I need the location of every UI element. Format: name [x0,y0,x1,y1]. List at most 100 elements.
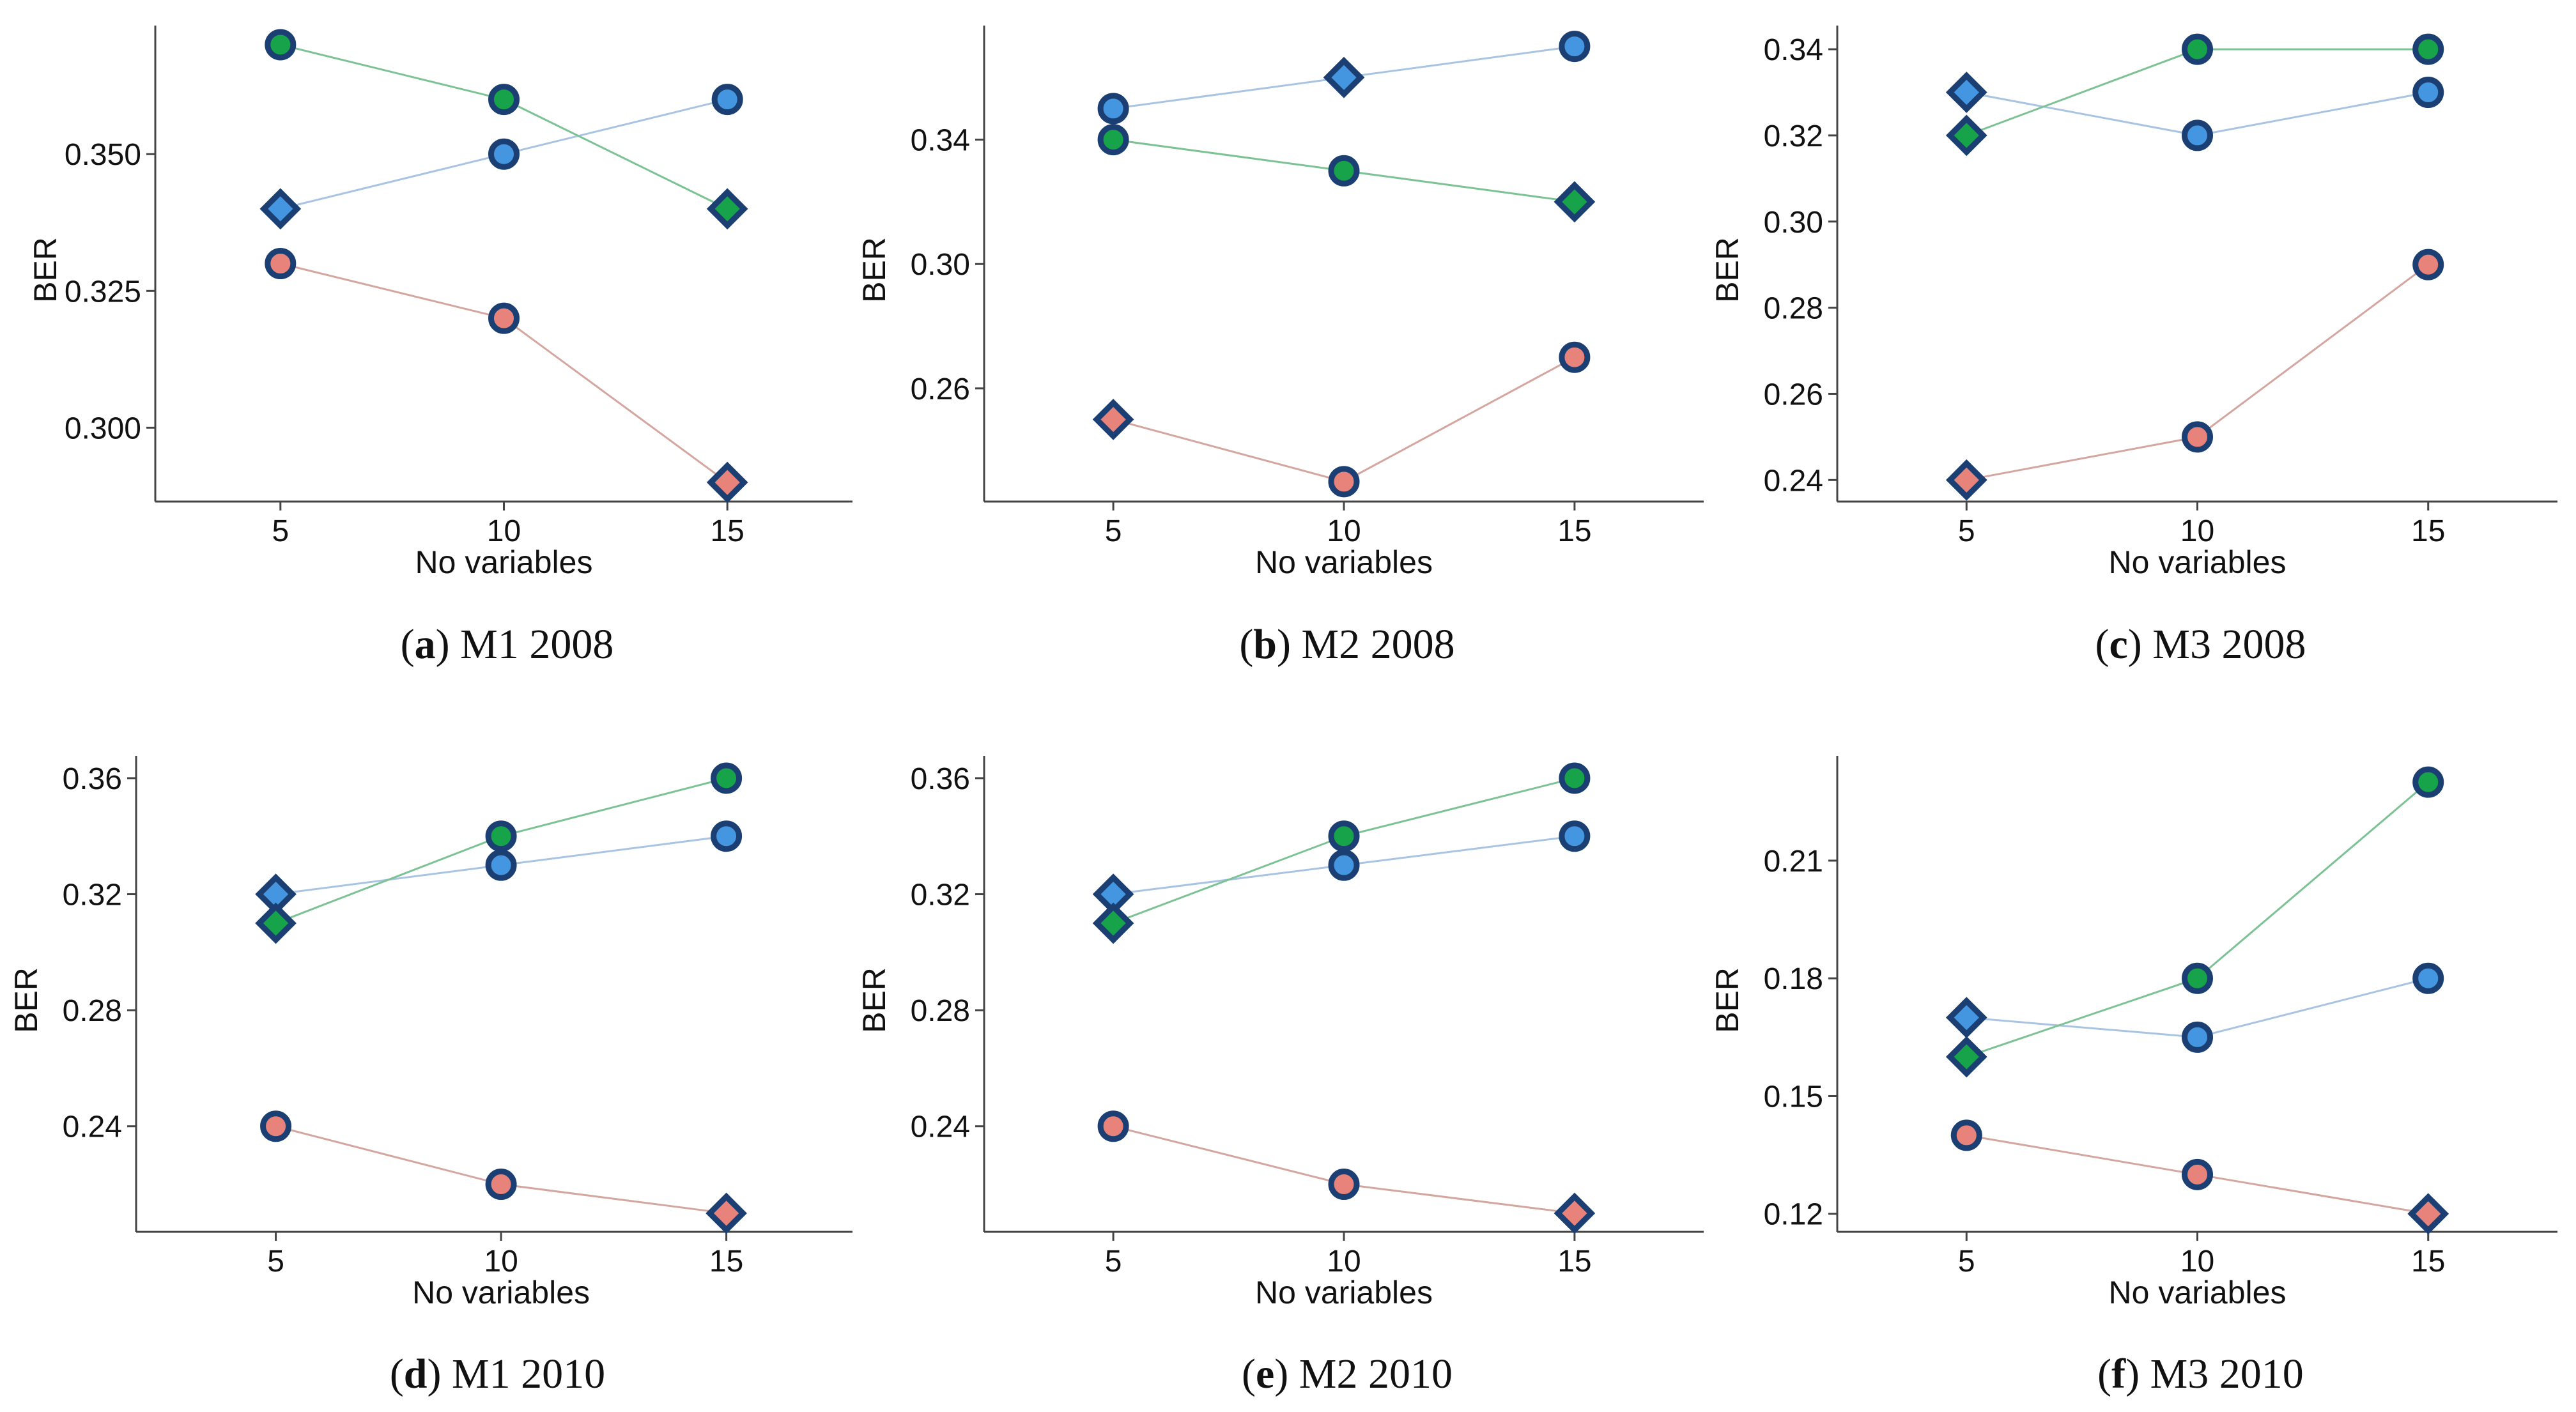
panel-d: 0.24 0.28 0.32 0.36 5 10 15 No variables BER (d) … [8,756,852,1397]
y-tick-label: 0.15 [1764,1080,1823,1114]
marker-green-circle [1559,762,1591,794]
x-tick-label: 5 [1105,1245,1122,1278]
y-tick-label: 0.24 [1764,464,1823,498]
marker-red-circle [488,302,520,334]
x-tick-label: 5 [272,514,289,548]
y-tick-label: 0.36 [911,762,970,796]
series-line-green [280,43,728,210]
marker-green-circle [488,84,520,116]
marker-blue-circle [2412,77,2444,109]
x-tick-label: 10 [2180,1245,2214,1278]
marker-blue-circle [1328,849,1360,881]
series-line-red [280,263,729,484]
panel-caption: (f) M3 2010 [2097,1351,2304,1397]
x-axis-title: No variables [2109,544,2287,580]
y-axis-title: BER [1709,967,1745,1033]
y-tick-label: 0.30 [911,248,970,282]
y-tick-label: 0.34 [1764,33,1823,67]
marker-red-circle [1097,1110,1129,1142]
marker-green-circle [1097,124,1129,156]
caption-text: M2 2008 [1302,621,1455,668]
marker-green-diamond [1092,902,1134,944]
caption-letter: f [2111,1351,2126,1397]
x-axis-title: No variables [415,544,593,580]
marker-blue-circle [1559,820,1591,852]
caption-letter: d [404,1351,428,1397]
marker-blue-circle [2412,962,2444,994]
x-tick-label: 10 [1327,514,1361,548]
panel-f: 0.12 0.15 0.18 0.21 5 10 15 No variables BER (f) … [1709,756,2557,1397]
y-axis-title: BER [856,967,892,1033]
y-tick-label: 0.350 [65,138,141,172]
marker-red-circle [260,1110,292,1142]
y-tick-label: 0.32 [911,879,970,912]
y-tick-label: 0.325 [65,275,141,309]
marker-green-diamond [1945,1036,1987,1078]
marker-green-diamond [1945,114,1987,157]
marker-red-diamond [1092,399,1134,440]
caption-letter: a [415,621,436,668]
marker-blue-diamond [1945,72,1987,113]
panel-caption: (b) M2 2008 [1239,621,1454,668]
y-axis-title: BER [27,237,63,303]
y-tick-label: 0.300 [65,411,141,445]
marker-blue-circle [2182,1021,2213,1053]
y-axis-title: BER [856,237,892,303]
caption-letter: e [1256,1351,1274,1397]
marker-red-diamond [1554,1192,1596,1234]
y-tick-label: 0.32 [63,879,122,912]
marker-green-circle [2412,766,2444,798]
marker-blue-diamond [1323,56,1365,98]
x-tick-label: 5 [1105,514,1122,548]
y-tick-label: 0.24 [63,1110,122,1144]
panel-caption: (d) M1 2010 [390,1351,605,1397]
y-tick-label: 0.12 [1764,1198,1823,1232]
marker-green-circle [2182,33,2213,65]
marker-blue-circle [711,84,743,116]
x-tick-label: 15 [709,1245,743,1278]
x-axis-title: No variables [412,1275,590,1310]
panel-caption: (e) M2 2010 [1242,1351,1453,1397]
x-tick-label: 15 [2411,1245,2445,1278]
panel-e: 0.24 0.28 0.32 0.36 5 10 15 No variables BER (e) … [856,756,1704,1397]
caption-text: M1 2010 [452,1351,605,1397]
marker-red-diamond [706,1192,747,1234]
panel-caption: (c) M3 2008 [2095,621,2306,668]
x-tick-label: 10 [2180,514,2214,548]
panel-a: 0.300 0.325 0.350 5 10 15 No variables BER (a) M… [27,26,852,668]
marker-green-diamond [706,188,748,230]
caption-letter: b [1253,621,1277,668]
marker-blue-circle [2182,119,2213,151]
y-tick-label: 0.26 [1764,378,1823,411]
marker-red-diamond [706,461,748,503]
panel-c: 0.24 0.26 0.28 0.30 0.32 0.34 5 10 15 No variable… [1709,26,2557,668]
marker-green-circle [1328,820,1360,852]
marker-blue-circle [485,849,517,881]
marker-blue-circle [711,820,743,852]
marker-red-circle [2182,421,2213,453]
x-tick-label: 10 [484,1245,518,1278]
marker-red-circle [265,248,297,279]
marker-red-circle [2182,1158,2213,1190]
marker-green-diamond [1554,181,1596,223]
marker-blue-circle [488,138,520,170]
x-axis-title: No variables [1255,544,1433,580]
marker-green-circle [711,762,743,794]
y-tick-label: 0.24 [911,1110,970,1144]
x-tick-label: 5 [1958,1245,1975,1278]
marker-red-circle [1559,341,1591,373]
marker-red-circle [1328,466,1360,498]
marker-red-diamond [2407,1193,2449,1235]
caption-text: M2 2010 [1299,1351,1453,1397]
caption-text: M3 2010 [2150,1351,2304,1397]
marker-blue-diamond [1945,997,1987,1039]
x-axis-title: No variables [1255,1275,1433,1310]
marker-blue-circle [1097,93,1129,125]
x-tick-label: 15 [1557,1245,1591,1278]
caption-text: M1 2008 [460,621,613,668]
y-tick-label: 0.28 [911,994,970,1028]
marker-green-diamond [255,902,297,944]
x-tick-label: 5 [1958,514,1975,548]
y-axis-title: BER [1709,237,1745,303]
